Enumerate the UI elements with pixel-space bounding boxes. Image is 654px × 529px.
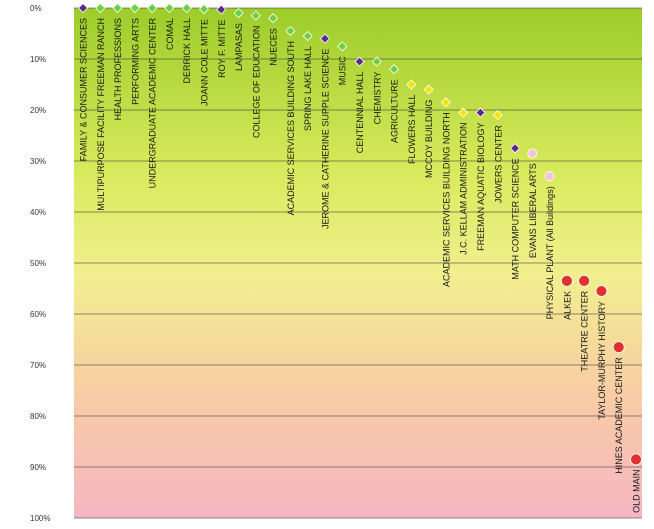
category-label: MCCOY BUILDING [424, 100, 434, 178]
data-point [181, 2, 192, 14]
data-point [112, 2, 123, 14]
category-label: MULTIPURPOSE FACILITY FREEMAN RANCH [96, 18, 106, 211]
category-label: JOWERS CENTER [493, 125, 503, 204]
category-label: ROY F. MITTE [217, 20, 227, 78]
data-point [129, 2, 140, 14]
y-tick-label: 80% [30, 412, 46, 421]
data-point [527, 148, 538, 159]
category-label: CENTENNIAL HALL [355, 72, 365, 154]
data-point [354, 56, 365, 67]
category-label: AGRICULTURE [390, 79, 400, 143]
data-point [319, 33, 331, 44]
data-point [578, 274, 591, 287]
category-label: UNDERGRADUATE ACADEMIC CENTER [148, 18, 158, 189]
category-label: PERFORMING ARTS [130, 18, 140, 105]
category-label: ACADEMIC SERVICES BUILDING NORTH [441, 112, 451, 287]
category-labels: FAMILY & CONSUMER SCIENCES MULTIPURPOSE F… [79, 18, 642, 513]
data-point [285, 25, 296, 37]
category-label: FAMILY & CONSUMER SCIENCES [79, 18, 89, 161]
category-label: FREEMAN AQUATIC BIOLOGY [476, 123, 486, 251]
data-point [595, 285, 608, 297]
data-point [250, 10, 261, 21]
data-point [164, 2, 175, 14]
data-point [302, 30, 313, 42]
data-point [560, 274, 573, 287]
y-tick-label: 40% [30, 208, 46, 217]
category-label: ACADEMIC SERVICES BUILDING SOUTH [286, 41, 296, 215]
data-point [475, 107, 486, 118]
y-tick-label: 100% [30, 514, 50, 523]
data-point [216, 4, 227, 15]
data-point [492, 110, 503, 121]
category-label: HINES ACADEMIC CENTER [614, 357, 624, 474]
y-tick-label: 0% [30, 4, 42, 13]
y-tick-label: 50% [30, 259, 46, 268]
category-label: THEATRE CENTER [580, 290, 590, 371]
category-label: MATH COMPUTER SCIENCE [511, 158, 521, 279]
data-point [337, 41, 348, 52]
category-label: COLLEGE OF EDUCATION [251, 26, 261, 138]
category-label: JEROME & CATHERINE SUPPLE SCIENCE [320, 49, 330, 229]
data-point [198, 3, 210, 15]
data-point [77, 2, 89, 14]
category-label: HEALTH PROFESSIONS [113, 18, 123, 120]
y-tick-label: 20% [30, 106, 46, 115]
data-point [147, 2, 158, 14]
category-label: ALKEK [562, 291, 572, 320]
data-point [423, 84, 434, 95]
category-label: MUSIC [338, 56, 348, 86]
data-point [233, 8, 244, 19]
data-point [371, 56, 382, 67]
category-label: CHEMISTRY [372, 72, 382, 125]
category-label: OLD MAIN [632, 469, 642, 513]
category-label: PHYSICAL PLANT (All Buildings) [545, 186, 555, 319]
y-axis: 0% 10% 20% 30% 40% 50% 60% 70% 80% 90% 100% [30, 4, 50, 523]
category-label: FLOWERS HALL [407, 95, 417, 165]
data-point [630, 453, 642, 466]
category-label: EVANS LIBERAL ARTS [528, 163, 538, 258]
category-label: TAYLOR-MURPHY HISTORY [597, 301, 607, 420]
category-label: J.C. KELLAM ADMINISTRATION [459, 123, 469, 255]
category-label: COMAL [165, 18, 175, 50]
data-point [388, 64, 400, 75]
category-label: LAMPASAS [234, 23, 244, 71]
data-point [612, 341, 625, 354]
data-point [406, 79, 417, 90]
y-tick-label: 90% [30, 463, 46, 472]
data-point [544, 171, 555, 182]
data-point [458, 107, 469, 118]
y-tick-label: 10% [30, 55, 46, 64]
data-points [77, 2, 642, 466]
category-label: JOANN COLE MITTE [200, 19, 210, 106]
data-point [440, 97, 451, 108]
data-point [509, 143, 521, 154]
category-label: NUECES [269, 28, 279, 66]
y-tick-label: 70% [30, 361, 46, 370]
category-label: SPRING LAKE HALL [303, 46, 313, 131]
data-point [268, 13, 279, 24]
y-tick-label: 60% [30, 310, 46, 319]
y-tick-label: 30% [30, 157, 46, 166]
category-label: DERRICK HALL [182, 18, 192, 84]
data-point [95, 2, 106, 14]
